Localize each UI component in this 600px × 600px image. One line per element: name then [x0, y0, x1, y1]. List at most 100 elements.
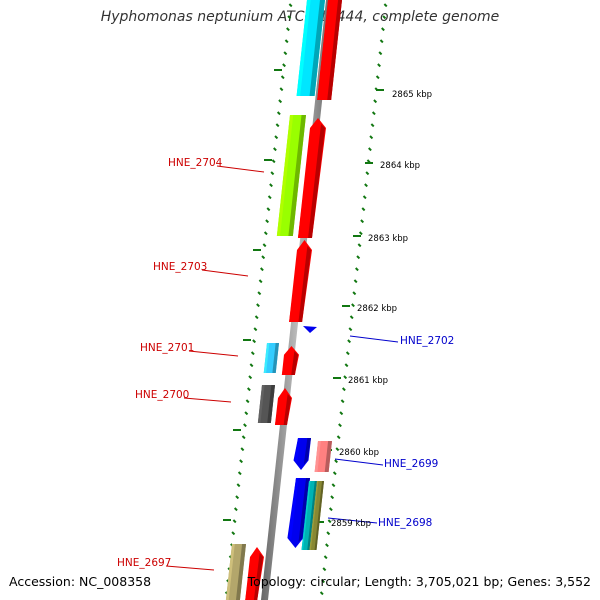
scale-tick-left — [235, 495, 240, 500]
gene-olive-2698-shade — [314, 481, 324, 550]
scale-tick-left — [283, 51, 288, 56]
gene-hne-2702[interactable] — [303, 326, 317, 333]
gene-hne-2700-shade — [267, 385, 275, 423]
scale-tick-right — [326, 531, 331, 536]
gene-hne-2700-highlight — [257, 385, 265, 423]
leader-line — [201, 269, 249, 277]
scale-tick-right — [351, 303, 355, 308]
gene-label-hne-2702[interactable]: HNE_2702 — [400, 335, 454, 347]
scale-tick-left — [280, 75, 285, 80]
scale-tick-right — [323, 555, 328, 560]
scale-tick-right — [355, 267, 359, 272]
accession-text: Accession: NC_008358 — [9, 574, 152, 589]
scale-tick-left — [282, 63, 286, 68]
gene-pink-2699[interactable] — [314, 441, 332, 472]
scale-tick-left — [250, 351, 255, 356]
gene-hne-2704[interactable] — [276, 115, 306, 236]
scale-tick-left — [254, 315, 259, 320]
scale-tick-right — [321, 579, 325, 584]
gene-label-hne-2704[interactable]: HNE_2704 — [168, 157, 223, 169]
gene-red-2704[interactable] — [297, 118, 326, 238]
scale-tick-right — [353, 279, 358, 284]
gene-red-2701-shade — [291, 351, 298, 375]
gene-hne-2697-highlight — [225, 544, 235, 600]
gene-red-2700[interactable] — [274, 388, 292, 425]
scale-tick-left — [240, 447, 245, 452]
scale-tick-right — [343, 375, 348, 380]
scale-tick-right — [331, 483, 336, 488]
gene-hne-2698[interactable] — [287, 478, 310, 548]
gene-label-hne-2700[interactable]: HNE_2700 — [135, 389, 189, 401]
scale-tick-left — [275, 123, 280, 128]
scale-tick-right — [334, 459, 338, 464]
gene-hne-2697-shade — [236, 544, 246, 600]
gene-label-hne-2697[interactable]: HNE_2697 — [117, 557, 171, 569]
scale-tick-right — [335, 447, 340, 452]
scale-tick-left — [252, 339, 257, 344]
gene-hne-2701[interactable] — [263, 343, 279, 373]
scale-tick-right — [381, 27, 385, 32]
scale-tick-right — [375, 75, 380, 80]
scale-tick-left — [237, 471, 242, 476]
gene-label-hne-2703[interactable]: HNE_2703 — [153, 261, 207, 273]
gene-hne-2700[interactable] — [257, 385, 275, 423]
gene-hne-2698-highlight — [288, 478, 299, 540]
scale-tick-right — [364, 183, 368, 188]
scale-tick-right — [356, 255, 361, 260]
gene-label-hne-2699[interactable]: HNE_2699 — [384, 458, 438, 470]
gene-hne-2699[interactable] — [293, 438, 311, 470]
scale-tick-right — [319, 591, 324, 596]
scale-tick-right — [325, 543, 329, 548]
gene-teal-2698-highlight — [301, 481, 311, 550]
gene-red-2701[interactable] — [281, 346, 299, 375]
scale-tick-left — [253, 327, 258, 332]
scale-tick-right — [361, 207, 366, 212]
scale-tick-right — [328, 507, 333, 512]
scale-tick-right — [327, 519, 332, 524]
gene-red-2700-highlight — [274, 396, 282, 425]
gene-hne-2703[interactable] — [289, 240, 312, 322]
scale-tick-right — [332, 471, 337, 476]
gene-cyan-top-shade — [309, 0, 325, 96]
gene-hne-2697[interactable] — [225, 544, 246, 600]
scale-tick-right — [379, 39, 384, 44]
gene-hne-2699-highlight — [294, 438, 301, 463]
leader-line — [165, 565, 215, 571]
scale-ticks — [223, 3, 388, 596]
scale-tick-left — [265, 219, 270, 224]
genome-title: Hyphomonas neptunium ATCC 15444, complet… — [100, 9, 500, 25]
gene-red-2697[interactable] — [245, 547, 264, 600]
scale-tick-left — [278, 99, 283, 104]
leader-line — [188, 350, 239, 357]
scale-tick-left — [261, 255, 266, 260]
leader-line — [183, 397, 232, 403]
scale-tick-left — [244, 411, 249, 416]
gene-red-2704-shade — [308, 124, 325, 238]
gene-cyan-top[interactable] — [296, 0, 325, 96]
scale-tick-right — [349, 315, 354, 320]
topology-text: Topology: circular; Length: 3,705,021 bp… — [247, 574, 591, 589]
scale-tick-right — [360, 219, 365, 224]
scale-label-2865: 2865 kbp — [392, 90, 432, 100]
gene-label-hne-2698[interactable]: HNE_2698 — [378, 517, 432, 529]
gene-hne-2699-shade — [303, 438, 311, 465]
gene-features — [225, 0, 342, 600]
scale-tick-left — [274, 135, 279, 140]
scale-tick-left — [241, 435, 246, 440]
gene-label-hne-2701[interactable]: HNE_2701 — [140, 342, 194, 354]
gene-red-2701-highlight — [281, 352, 288, 375]
gene-red-2700-shade — [283, 394, 291, 425]
gene-cyan-top-highlight — [296, 0, 311, 96]
gene-teal-2698[interactable] — [301, 481, 317, 550]
scale-tick-left — [269, 183, 273, 188]
scale-label-2861: 2861 kbp — [348, 376, 388, 386]
scale-tick-right — [368, 147, 372, 152]
scale-tick-right — [378, 51, 383, 56]
scale-tick-right — [330, 495, 335, 500]
gene-hne-2703-highlight — [289, 248, 301, 322]
gene-olive-2698[interactable] — [309, 481, 324, 550]
scale-tick-right — [373, 99, 378, 104]
scale-tick-left — [256, 303, 260, 308]
gene-red-top[interactable] — [317, 0, 342, 100]
